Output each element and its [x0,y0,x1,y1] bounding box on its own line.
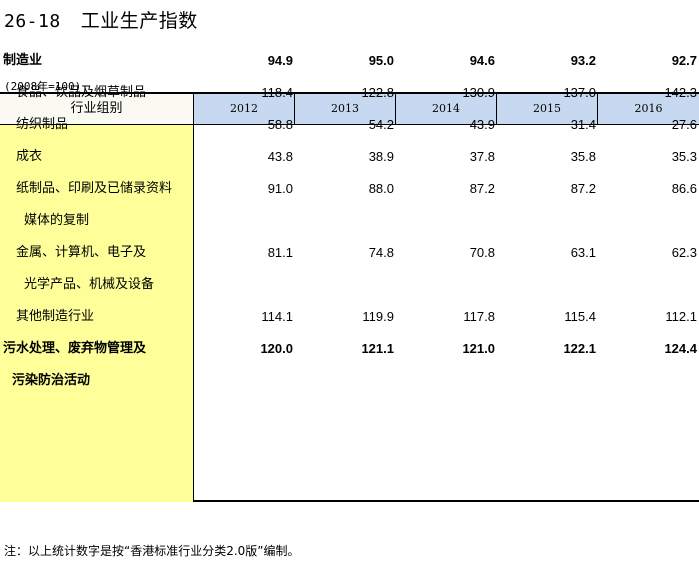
footnote: 注：以上统计数字是按“香港标准行业分类2.0版”编制。 [4,544,300,558]
index-value: 130.9 [462,85,495,100]
index-value: 94.6 [469,53,495,68]
index-value: 122.8 [361,85,394,100]
row-label: 其他制造行业 [16,309,95,324]
row-label: 光学产品、机械及设备 [24,277,155,292]
index-value: 70.8 [469,245,495,260]
year-header: 2016 [598,94,699,124]
index-value: 87.2 [570,181,596,196]
index-value: 74.8 [368,245,394,260]
year-header: 2015 [497,94,598,124]
row-label: 制造业 [3,53,43,68]
index-value: 118.4 [261,85,293,100]
index-value: 35.3 [671,149,697,164]
row-label: 污染防治活动 [12,373,91,388]
table-header: 行业组别 2012 2013 2014 2015 2016 [0,94,699,125]
index-value: 121.0 [462,341,495,356]
row-label: 成衣 [16,149,43,164]
index-value: 121.1 [361,341,394,356]
index-value: 119.9 [362,309,394,324]
year-header: 2012 [194,94,295,124]
row-label: 纺织制品 [16,117,69,132]
index-value: 87.2 [469,181,495,196]
index-value: 43.8 [267,149,293,164]
index-value: 120.0 [260,341,293,356]
index-value: 63.1 [570,245,596,260]
index-value: 86.6 [671,181,697,196]
index-value: 31.4 [570,117,596,132]
index-value: 92.7 [671,53,697,68]
index-value: 43.9 [469,117,495,132]
year-header: 2014 [396,94,497,124]
year-header: 2013 [295,94,396,124]
index-value: 81.1 [267,245,293,260]
unit-note: (2008年=100) [4,80,82,93]
index-value: 91.0 [267,181,293,196]
index-value: 62.3 [671,245,697,260]
index-value: 27.6 [671,117,697,132]
row-label: 金属、计算机、电子及 [16,245,147,260]
index-value: 37.8 [469,149,495,164]
index-table: 行业组别 2012 2013 2014 2015 2016 制造业 94.9 95.… [0,53,699,502]
index-value: 94.9 [267,53,293,68]
index-value: 142.3 [664,85,697,100]
page-title: 26-18 工业生产指数 [4,6,198,33]
row-label: 纸制品、印刷及已储录资料 [16,181,173,196]
index-value: 54.2 [368,117,394,132]
index-value: 88.0 [368,181,394,196]
index-value: 38.9 [368,149,394,164]
index-value: 122.1 [563,341,596,356]
index-value: 35.8 [570,149,596,164]
index-value: 58.8 [267,117,293,132]
index-value: 93.2 [570,53,596,68]
index-value: 112.1 [665,309,697,324]
table-code: 26-18 [4,11,61,32]
index-value: 124.4 [664,341,697,356]
index-value: 114.1 [261,309,293,324]
index-value: 117.8 [463,309,495,324]
index-value: 95.0 [368,53,394,68]
row-label: 媒体的复制 [24,213,90,228]
table-name: 工业生产指数 [80,10,198,32]
index-value: 115.4 [564,309,596,324]
row-label: 食品、饮品及烟草制品 [16,85,147,100]
index-value: 137.0 [563,85,596,100]
header-label: 行业组别 [0,94,194,124]
label-column [0,125,194,502]
row-label: 污水处理、废弃物管理及 [3,341,147,356]
